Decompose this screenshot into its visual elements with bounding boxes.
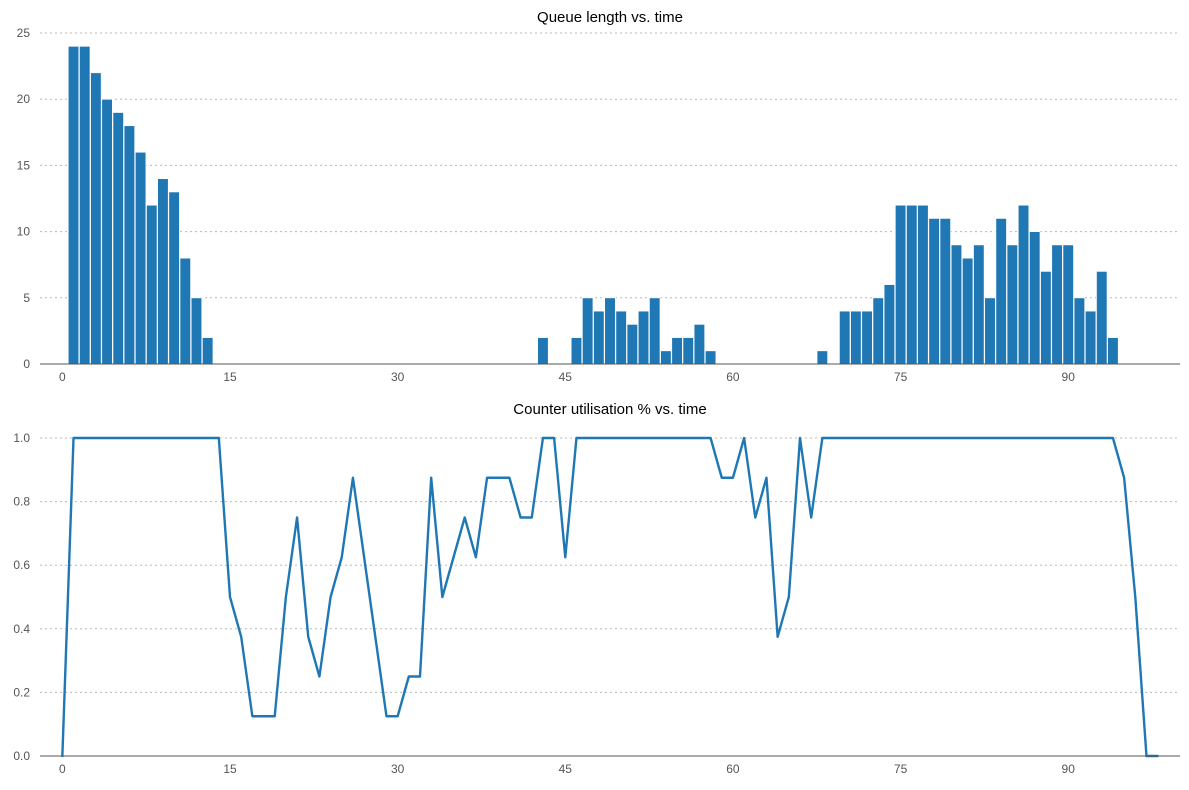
x-tick-label: 45 xyxy=(559,762,573,776)
bar xyxy=(883,284,896,365)
chart-title: Counter utilisation % vs. time xyxy=(513,401,706,418)
bar xyxy=(648,297,661,365)
y-tick-label: 0 xyxy=(23,357,30,371)
bar xyxy=(1062,244,1075,365)
x-tick-label: 30 xyxy=(391,370,405,384)
bar xyxy=(593,310,605,365)
bar xyxy=(134,151,147,365)
bar xyxy=(1107,337,1119,365)
y-tick-label: 0.2 xyxy=(13,685,30,699)
bar xyxy=(984,297,996,365)
bar xyxy=(838,310,851,365)
bar xyxy=(604,297,616,365)
bar xyxy=(1096,270,1108,365)
bar xyxy=(101,98,113,365)
bar xyxy=(637,310,650,365)
y-tick-label: 15 xyxy=(17,158,31,172)
queue-length-chart: Queue length vs. time 0 5 10 15 20 25 0 15 30 45 6… xyxy=(17,9,1180,384)
bar xyxy=(939,217,952,365)
bar xyxy=(928,217,940,365)
bar xyxy=(145,204,158,365)
bar xyxy=(1084,310,1097,365)
bar xyxy=(660,350,672,365)
bar xyxy=(570,337,583,365)
bar xyxy=(201,337,214,365)
x-tick-label: 15 xyxy=(223,762,237,776)
bar xyxy=(67,45,80,365)
bar xyxy=(961,257,974,365)
x-tick-label: 45 xyxy=(559,370,573,384)
bar xyxy=(861,310,873,365)
chart-title: Queue length vs. time xyxy=(537,9,683,26)
bar xyxy=(671,337,683,365)
bar xyxy=(1073,297,1086,365)
bar xyxy=(179,257,192,365)
x-tick-label: 75 xyxy=(894,370,908,384)
y-tick-label: 20 xyxy=(17,92,31,106)
x-tick-label: 0 xyxy=(59,370,66,384)
bar xyxy=(950,244,963,365)
bar xyxy=(1040,270,1052,365)
x-tick-label: 60 xyxy=(726,762,740,776)
bar xyxy=(682,337,695,365)
bar xyxy=(581,297,594,365)
x-tick-label: 75 xyxy=(894,762,908,776)
x-tick-label: 60 xyxy=(726,370,740,384)
counter-utilisation-chart: Counter utilisation % vs. time 0.0 0.2 0.4… xyxy=(13,401,1180,776)
y-tick-label: 0.6 xyxy=(13,558,30,572)
bar xyxy=(1017,204,1030,365)
bar xyxy=(894,204,907,365)
bar xyxy=(78,45,91,365)
bar xyxy=(90,72,102,365)
bar xyxy=(190,297,203,365)
series-line xyxy=(61,436,1159,758)
bar xyxy=(1006,244,1019,365)
x-tick-label: 0 xyxy=(59,762,66,776)
bar xyxy=(850,310,862,365)
bar xyxy=(157,178,169,365)
bar xyxy=(917,204,929,365)
bar xyxy=(973,244,985,365)
x-tick-label: 15 xyxy=(223,370,237,384)
bar xyxy=(112,112,125,365)
bar xyxy=(626,323,639,365)
bar xyxy=(123,125,136,365)
x-tick-label: 90 xyxy=(1062,762,1076,776)
bar xyxy=(693,323,706,365)
x-tick-label: 30 xyxy=(391,762,405,776)
y-tick-label: 10 xyxy=(17,225,31,239)
y-tick-label: 1.0 xyxy=(13,431,30,445)
bar xyxy=(168,191,180,365)
bar xyxy=(906,204,918,365)
bar xyxy=(995,217,1007,365)
bar xyxy=(537,337,549,365)
y-tick-label: 0.0 xyxy=(13,749,30,763)
bar xyxy=(1051,244,1063,365)
y-tick-label: 0.4 xyxy=(13,622,30,636)
bar xyxy=(872,297,885,365)
bar xyxy=(816,350,829,365)
y-tick-label: 25 xyxy=(17,26,31,40)
x-tick-label: 90 xyxy=(1062,370,1076,384)
bar xyxy=(1028,231,1041,365)
y-tick-label: 5 xyxy=(23,291,30,305)
bar xyxy=(704,350,717,365)
bar xyxy=(615,310,627,365)
y-tick-label: 0.8 xyxy=(13,495,30,509)
